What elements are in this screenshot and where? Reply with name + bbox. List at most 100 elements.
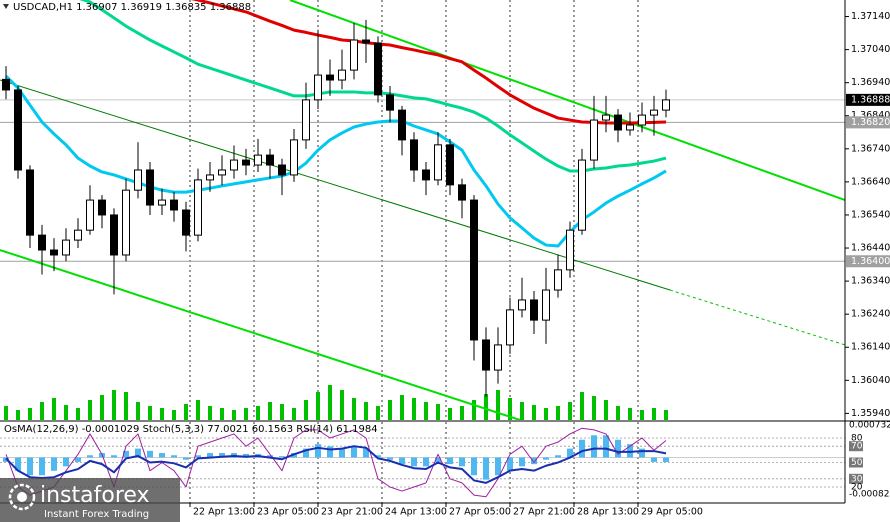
volume-bar <box>88 400 92 420</box>
candle-body <box>74 229 82 241</box>
candle-body <box>494 344 502 371</box>
x-tick-label: 23 Apr 21:00 <box>321 507 383 518</box>
level-box <box>849 457 863 468</box>
candle-body <box>410 139 418 171</box>
candle-body <box>170 199 178 211</box>
candle-body <box>266 154 274 166</box>
candle-body <box>434 144 442 181</box>
osma-bar <box>39 457 45 476</box>
indicator-tick-label: 80 <box>851 434 863 444</box>
candle-body <box>566 229 574 271</box>
x-tick-label: 28 Apr 13:00 <box>577 507 639 518</box>
osma-bar <box>387 457 393 460</box>
candle-body <box>26 169 34 236</box>
osma-bar <box>495 457 501 476</box>
volume-bar <box>340 390 344 420</box>
volume-bar <box>244 408 248 420</box>
candle-body <box>422 169 430 181</box>
volume-bar <box>16 410 20 420</box>
osma-bar <box>375 455 381 458</box>
volume-bar <box>136 402 140 420</box>
y-tick-label: 1.35940 <box>851 408 890 419</box>
osma-bar <box>663 457 669 463</box>
volume-bar <box>280 404 284 420</box>
candle-body <box>446 144 454 186</box>
volume-bar <box>388 400 392 420</box>
volume-bar <box>436 404 440 420</box>
x-tick-label: 27 Apr 05:00 <box>449 507 511 518</box>
moving-average <box>4 74 667 248</box>
osma-bar <box>75 457 81 462</box>
volume-bar <box>328 385 332 420</box>
candle-body <box>362 39 370 44</box>
volume-bar <box>400 395 404 420</box>
volume-bar <box>172 410 176 420</box>
volume-bar <box>364 402 368 420</box>
candle-body <box>182 209 190 236</box>
candle-body <box>86 199 94 231</box>
osma-bar <box>111 455 117 458</box>
x-tick-label: 22 Apr 13:00 <box>193 507 255 518</box>
osma-bar <box>267 455 273 458</box>
candle-body <box>290 139 298 176</box>
logo-icon-core <box>17 492 27 502</box>
candle-body <box>242 159 250 166</box>
level-box <box>849 441 863 452</box>
volume-bar <box>28 408 32 420</box>
candle-body <box>194 179 202 236</box>
osma-bar <box>627 444 633 458</box>
price-label: 1.36820 <box>851 117 890 128</box>
volume-bar <box>604 400 608 420</box>
x-tick-label: 29 Apr 05:00 <box>641 507 703 518</box>
candle-body <box>482 339 490 371</box>
osma-bar <box>363 448 369 458</box>
volume-bar <box>532 405 536 420</box>
volume-bar <box>544 408 548 420</box>
candle-body <box>146 169 154 206</box>
volume-bar <box>148 406 152 420</box>
y-tick-label: 1.36740 <box>851 143 890 154</box>
candle-body <box>386 94 394 111</box>
candle-body <box>302 99 310 141</box>
candle-body <box>134 169 142 191</box>
indicator-tick-label: 30 <box>851 474 863 484</box>
moving-average <box>79 0 667 173</box>
level-box <box>849 473 863 484</box>
candle-body <box>638 114 646 126</box>
volume-bar <box>268 402 272 420</box>
candle-body <box>662 99 670 111</box>
candle-body <box>530 299 538 321</box>
candle-body <box>470 199 478 341</box>
trend-line <box>0 249 521 420</box>
osma-bar <box>423 457 429 467</box>
candle-body <box>62 239 70 256</box>
osma-bar <box>447 457 453 465</box>
candle-body <box>218 169 226 176</box>
volume-bar <box>112 390 116 420</box>
osma-bar <box>87 455 93 458</box>
y-tick-label: 1.36340 <box>851 276 890 287</box>
candle-body <box>158 199 166 206</box>
price-label-box <box>846 255 890 268</box>
candle-body <box>98 199 106 216</box>
candle-body <box>458 184 466 201</box>
indicator-tick-label: 20 <box>851 482 863 492</box>
volume-bar <box>616 406 620 420</box>
osma-bar <box>639 448 645 458</box>
indicator-tick-label: 0.000732 <box>849 421 890 431</box>
osma-bar <box>315 444 321 458</box>
volume-bar <box>484 394 488 420</box>
osma-bar <box>471 457 477 476</box>
indicator-tick-label: 50 <box>851 458 863 468</box>
osma-bar <box>63 457 69 467</box>
osma-bar <box>399 457 405 465</box>
volume-bar <box>160 408 164 420</box>
volume-bar <box>100 395 104 420</box>
volume-bar <box>556 406 560 420</box>
candle-body <box>518 299 526 311</box>
candle-body <box>122 189 130 256</box>
osma-bar <box>207 453 213 458</box>
volume-bar <box>316 392 320 420</box>
volume-bar <box>124 392 128 420</box>
y-tick-label: 1.37140 <box>851 11 890 22</box>
